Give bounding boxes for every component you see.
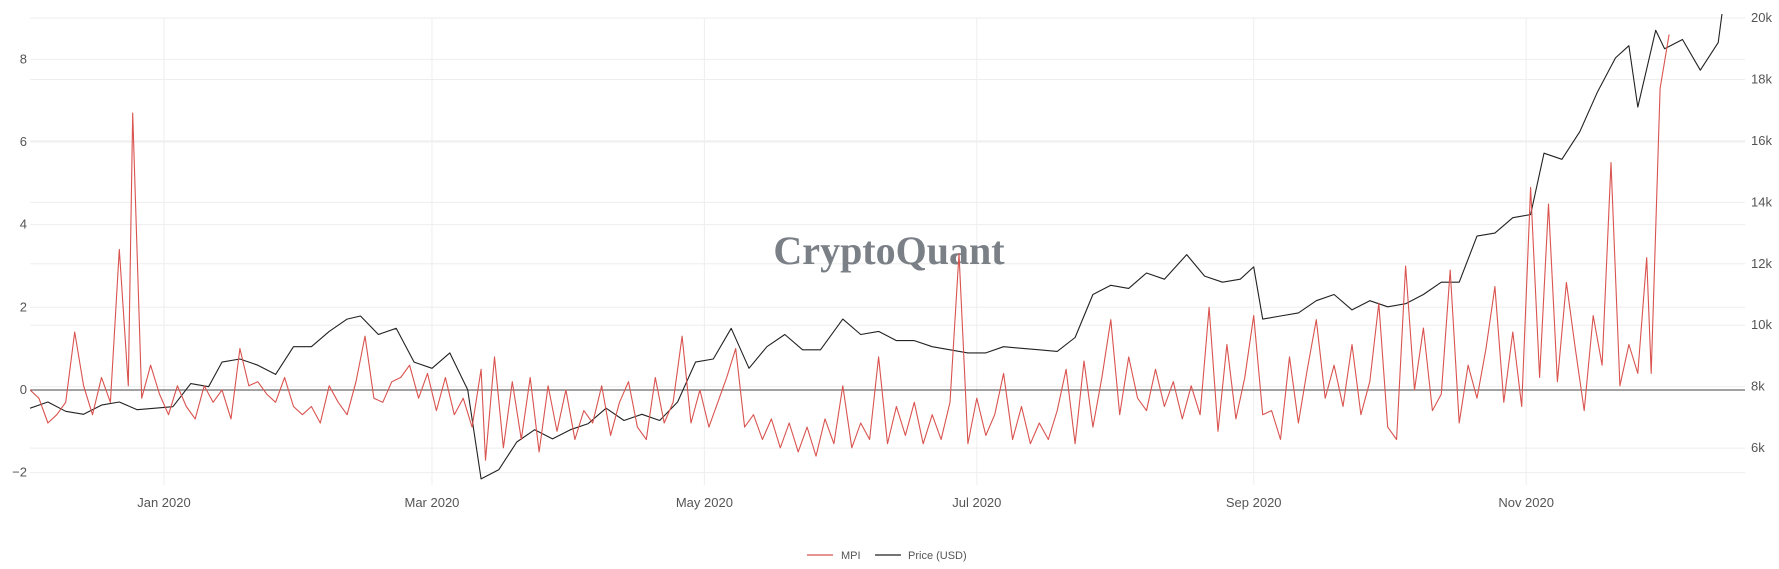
- y-right-tick-label: 10k: [1751, 317, 1772, 332]
- y-right-tick-label: 8k: [1751, 379, 1765, 394]
- series-line-mpi: [30, 34, 1670, 461]
- y-right-tick-label: 18k: [1751, 71, 1772, 86]
- legend-label-price[interactable]: Price (USD): [908, 550, 967, 562]
- x-tick-label: Sep 2020: [1226, 495, 1282, 510]
- y-right-tick-label: 6k: [1751, 440, 1765, 455]
- x-tick-label: May 2020: [676, 495, 733, 510]
- y-left-tick-label: 2: [20, 299, 27, 314]
- y-right-tick-label: 12k: [1751, 256, 1772, 271]
- y-right-tick-label: 14k: [1751, 194, 1772, 209]
- y-left-tick-label: 6: [20, 134, 27, 149]
- series: [30, 14, 1723, 480]
- y-left-tick-label: 4: [20, 217, 27, 232]
- x-tick-label: Mar 2020: [404, 495, 459, 510]
- y-left-tick-label: 0: [20, 382, 27, 397]
- legend-label-mpi[interactable]: MPI: [841, 550, 861, 562]
- y-left-tick-label: −2: [12, 465, 27, 480]
- legend[interactable]: MPI Price (USD): [807, 550, 967, 562]
- y-right-tick-label: 20k: [1751, 10, 1772, 25]
- watermark-text: CryptoQuant: [773, 228, 1005, 273]
- y-right-tick-label: 16k: [1751, 133, 1772, 148]
- series-line-price: [30, 14, 1723, 480]
- y-left-tick-label: 8: [20, 51, 27, 66]
- x-tick-label: Jul 2020: [952, 495, 1001, 510]
- x-tick-label: Jan 2020: [137, 495, 191, 510]
- axes: Jan 2020 Mar 2020 May 2020 Jul 2020 Sep 2020…: [12, 10, 1772, 510]
- x-tick-label: Nov 2020: [1498, 495, 1554, 510]
- gridlines: [30, 17, 1745, 485]
